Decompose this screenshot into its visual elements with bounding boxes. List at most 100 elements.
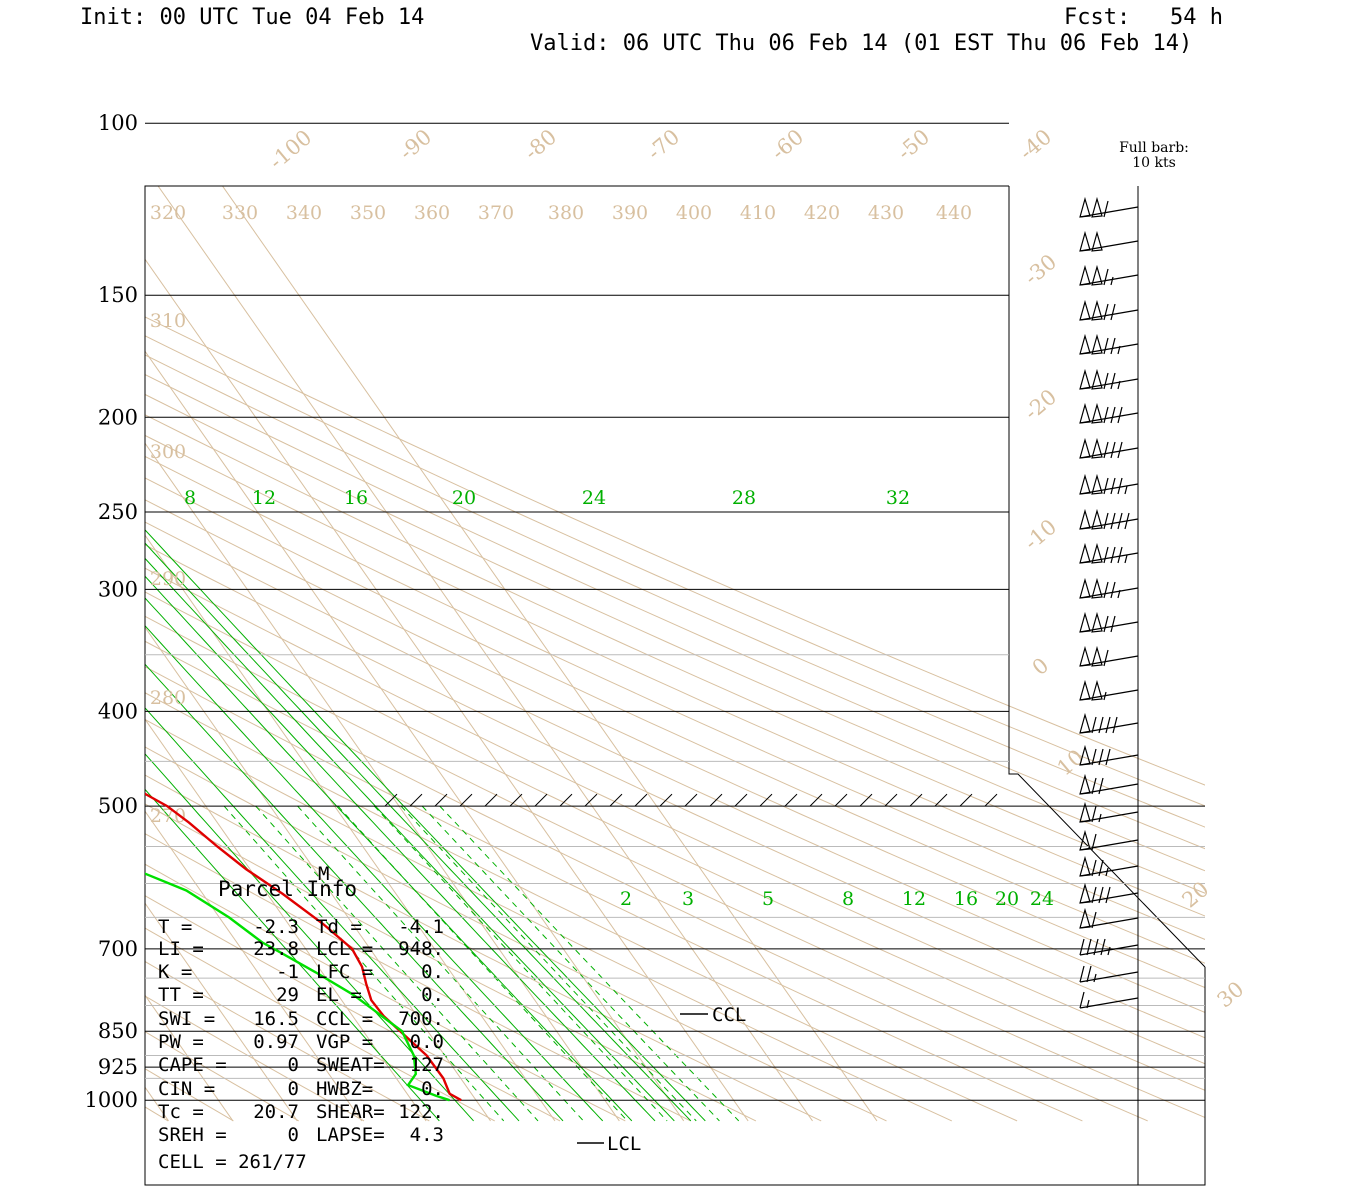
wind-barb-flag — [1079, 907, 1091, 929]
wind-barb-flag — [1079, 801, 1091, 823]
wind-barb-flag — [1079, 196, 1091, 218]
wind-barb — [1112, 716, 1118, 734]
theta-label: 420 — [804, 202, 840, 224]
pressure-label: 150 — [98, 283, 138, 307]
wind-barb-flag — [1079, 264, 1091, 286]
wind-barb — [1117, 477, 1123, 495]
wind-barb-half — [1117, 380, 1121, 390]
hash-mark — [959, 793, 973, 807]
wind-barb — [1091, 886, 1097, 904]
parcel-value2: 0. — [421, 961, 444, 983]
mixing-ratio-label-lower: 24 — [1030, 888, 1054, 910]
wind-barb-half — [1124, 554, 1128, 564]
wind-barb — [1110, 581, 1116, 599]
dry-adiabat — [145, 455, 1205, 940]
wind-barb-flag — [1091, 402, 1103, 424]
pressure-label: 100 — [98, 111, 138, 135]
isotherm — [145, 810, 363, 1122]
dry-adiabat — [145, 316, 1205, 786]
wind-barb — [1110, 615, 1116, 633]
theta-label: 410 — [740, 202, 776, 224]
dry-adiabat — [0, 123, 103, 1121]
ccl-label: CCL — [712, 1004, 746, 1026]
isotherm-label: -10 — [1020, 515, 1061, 555]
wind-barb-half — [1117, 345, 1121, 355]
parcel-value: 0.97 — [253, 1031, 299, 1053]
wind-barb-staff — [1079, 971, 1139, 983]
isotherm — [145, 902, 298, 1122]
mixing-ratio-line — [145, 557, 675, 1122]
mixing-ratio-label-lower: 5 — [762, 888, 774, 910]
parcel-key2: Td = — [316, 916, 362, 938]
wind-barb-flag — [1091, 299, 1103, 321]
plot-frame — [144, 185, 1206, 1186]
isotherm — [145, 442, 620, 1122]
wind-barb — [1117, 406, 1123, 424]
dry-adiabat — [145, 615, 1205, 1119]
wind-barb — [1091, 716, 1097, 734]
mixing-ratio-line — [145, 542, 692, 1122]
wind-barb-half — [1124, 485, 1128, 495]
dry-adiabat — [145, 374, 1205, 850]
isotherm — [221, 186, 878, 1122]
wind-barb-flag — [1079, 829, 1091, 851]
wind-barb-flag — [1079, 773, 1091, 795]
parcel-value2: 948. — [398, 938, 444, 960]
wind-barb-flag — [1091, 368, 1103, 390]
parcel-value2: 0.0 — [410, 1031, 444, 1053]
pressure-label: 700 — [98, 937, 138, 961]
theta-label-left: 290 — [150, 568, 186, 590]
parcel-key: CIN = — [158, 1078, 215, 1100]
wind-barb — [1100, 938, 1106, 956]
dry-adiabat — [145, 692, 1018, 1122]
wind-barb-flag — [1091, 542, 1103, 564]
parcel-key2: LCL = — [316, 938, 373, 960]
theta-label: 360 — [414, 202, 450, 224]
parcel-value: 0 — [288, 1078, 299, 1100]
wind-barb — [1103, 337, 1109, 355]
theta-label: 430 — [868, 202, 904, 224]
dry-adiabat — [145, 774, 822, 1122]
wind-barb-flag — [1079, 368, 1091, 390]
wind-barb-flag — [1091, 264, 1103, 286]
hash-mark — [784, 793, 798, 807]
dry-adiabat — [145, 477, 1205, 964]
wind-barb — [1103, 372, 1109, 390]
mixing-ratio-label: 28 — [732, 487, 756, 509]
wind-barb-flag — [1091, 611, 1103, 633]
parcel-value: 0 — [288, 1054, 299, 1076]
hash-mark — [384, 793, 398, 807]
parcel-value: 20.7 — [253, 1101, 299, 1123]
wind-barb-half — [1107, 946, 1111, 956]
wind-barb-half — [1103, 691, 1107, 701]
parcel-value2: 122. — [398, 1101, 444, 1123]
parcel-key2: EL = — [316, 984, 362, 1006]
barb-legend-line1: Full barb: — [1119, 140, 1189, 156]
dry-adiabat — [145, 833, 691, 1122]
isotherm — [0, 123, 40, 1121]
parcel-value: 29 — [276, 984, 299, 1006]
wind-barb — [1110, 337, 1116, 355]
m-marker: M — [318, 863, 329, 885]
parcel-value2: 0. — [421, 984, 444, 1006]
wind-barb-flag — [1079, 679, 1091, 701]
isotherm — [145, 350, 685, 1122]
parcel-key: K = — [158, 961, 192, 983]
dry-adiabat — [145, 434, 1205, 917]
wind-barb — [1103, 200, 1109, 218]
wind-barb — [1086, 938, 1092, 956]
dry-adiabat — [145, 499, 1205, 989]
mixing-ratio-label: 32 — [886, 487, 910, 509]
isotherm — [145, 994, 234, 1122]
dry-adiabat — [145, 1068, 234, 1122]
wind-barb-flag — [1091, 333, 1103, 355]
mixing-ratio-label-lower: 2 — [620, 888, 632, 910]
wind-barb-flag — [1091, 645, 1103, 667]
mixing-ratio-line — [145, 575, 656, 1122]
wind-barb — [1103, 441, 1109, 459]
wind-barb — [1117, 546, 1123, 564]
parcel-key2: HWBZ= — [316, 1078, 373, 1100]
mixing-ratio-label: 24 — [582, 487, 606, 509]
wind-barb — [1110, 372, 1116, 390]
dry-adiabat — [145, 335, 1205, 807]
